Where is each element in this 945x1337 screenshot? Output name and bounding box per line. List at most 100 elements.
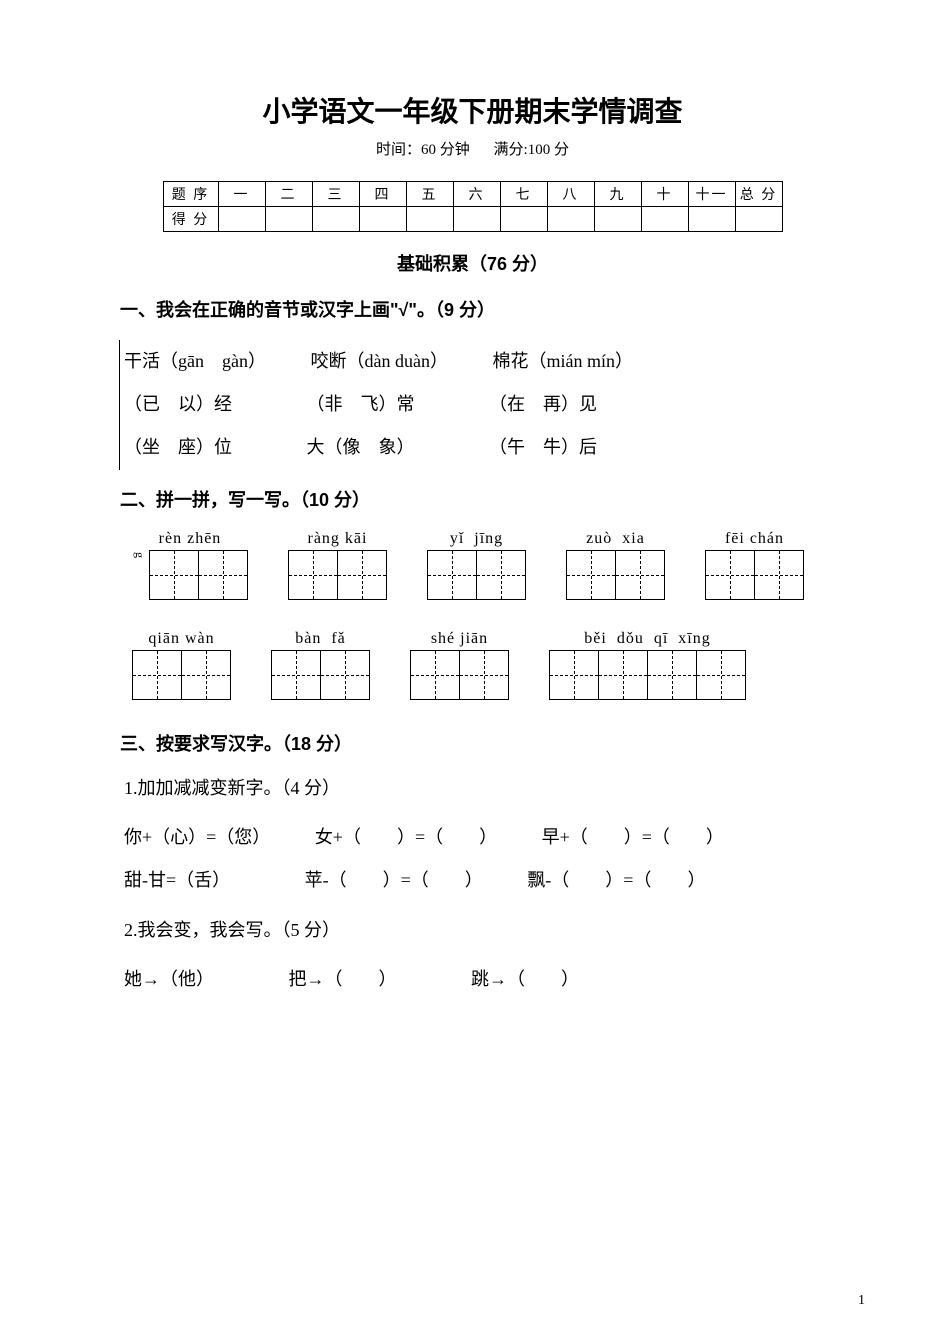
writing-cell: [427, 550, 477, 600]
q3-item: 苹-（ ）=（ ）: [305, 859, 483, 902]
col-header: 五: [406, 182, 453, 207]
q1-item: 干活（gān gàn）: [124, 340, 266, 383]
side-label: g: [132, 552, 147, 600]
writing-box-group: shé jiān: [410, 630, 509, 700]
q1-line: 干活（gān gàn） 咬断（dàn duàn） 棉花（mián mín）: [124, 340, 825, 383]
col-header: 二: [265, 182, 312, 207]
q3-s1-line: 甜-甘=（舌） 苹-（ ）=（ ） 飘-（ ）=（ ）: [124, 859, 825, 902]
q2-row2: qiān wàn bàn fǎ shé jiān běi dǒu qī xīng: [132, 630, 825, 700]
q1-item: （坐 座）位: [124, 426, 232, 469]
writing-cell: [132, 650, 182, 700]
q3-item: 飘-（ ）=（ ）: [527, 859, 705, 902]
subtitle: 时间：60 分钟 满分:100 分: [120, 138, 825, 159]
table-row: 得 分: [163, 207, 782, 232]
pinyin-label: fēi chán: [725, 530, 784, 548]
col-header: 四: [359, 182, 406, 207]
writing-cell: [566, 550, 616, 600]
writing-box-group: ràng kāi: [288, 530, 387, 600]
q3-s1-line: 你+（心）=（您） 女+（ ）=（ ） 早+（ ）=（ ）: [124, 816, 825, 859]
writing-cell: [181, 650, 231, 700]
writing-cell: [754, 550, 804, 600]
question-1-body: 干活（gān gàn） 咬断（dàn duàn） 棉花（mián mín） （已…: [119, 340, 825, 470]
page-title: 小学语文一年级下册期末学情调查: [120, 90, 825, 130]
q1-item: （午 牛）后: [489, 426, 597, 469]
writing-box-group: rèn zhēn g: [132, 530, 248, 600]
col-header: 三: [312, 182, 359, 207]
writing-cell: [149, 550, 199, 600]
question-1-title: 一、我会在正确的音节或汉字上画"√"。（9 分）: [120, 296, 825, 322]
writing-cell: [288, 550, 338, 600]
writing-cell: [271, 650, 321, 700]
q1-item: （已 以）经: [124, 383, 232, 426]
writing-cell: [476, 550, 526, 600]
writing-cell: [598, 650, 648, 700]
writing-box-group: qiān wàn: [132, 630, 231, 700]
pinyin-label: zuò xia: [586, 530, 645, 548]
pinyin-label: bàn fǎ: [295, 630, 346, 648]
q2-row1: rèn zhēn g ràng kāi yǐ jīng zuò xia fēi chán: [132, 530, 825, 600]
writing-cell: [647, 650, 697, 700]
score-cell: [406, 207, 453, 232]
q3-item: 把→（ ）: [289, 958, 397, 1001]
writing-box-group: běi dǒu qī xīng: [549, 630, 746, 700]
pinyin-label: yǐ jīng: [450, 530, 503, 548]
q1-line: （已 以）经 （非 飞）常 （在 再）见: [124, 383, 825, 426]
col-header: 总 分: [735, 182, 782, 207]
writing-box-group: zuò xia: [566, 530, 665, 600]
q3-item: 跳→（ ）: [471, 958, 579, 1001]
pinyin-label: ràng kāi: [308, 530, 368, 548]
q3-sub2-title: 2.我会变，我会写。（5 分）: [124, 916, 825, 942]
writing-box-group: fēi chán: [705, 530, 804, 600]
score-cell: [218, 207, 265, 232]
pinyin-label: rèn zhēn: [159, 530, 222, 548]
q3-item: 女+（ ）=（ ）: [315, 816, 497, 859]
col-header: 七: [500, 182, 547, 207]
score-table: 题 序 一 二 三 四 五 六 七 八 九 十 十一 总 分 得 分: [163, 181, 783, 232]
score-cell: [265, 207, 312, 232]
score-cell: [500, 207, 547, 232]
score-cell: [735, 207, 782, 232]
writing-cell: [410, 650, 460, 700]
writing-cell: [337, 550, 387, 600]
writing-cell: [459, 650, 509, 700]
q3-item: 早+（ ）=（ ）: [542, 816, 724, 859]
writing-cell: [696, 650, 746, 700]
score-cell: [453, 207, 500, 232]
writing-box-group: yǐ jīng: [427, 530, 526, 600]
col-header: 十一: [688, 182, 735, 207]
q3-item: 她→（他）: [124, 958, 214, 1001]
q3-item: 甜-甘=（舌）: [124, 859, 230, 902]
writing-cell: [320, 650, 370, 700]
q1-item: 大（像 象）: [307, 426, 415, 469]
score-cell: [688, 207, 735, 232]
col-header: 十: [641, 182, 688, 207]
writing-cell: [198, 550, 248, 600]
score-cell: [312, 207, 359, 232]
pinyin-label: shé jiān: [431, 630, 488, 648]
full-score: 满分:100 分: [494, 142, 569, 158]
q1-item: 棉花（mián mín）: [492, 340, 633, 383]
row-label: 得 分: [163, 207, 218, 232]
writing-cell: [549, 650, 599, 700]
table-row: 题 序 一 二 三 四 五 六 七 八 九 十 十一 总 分: [163, 182, 782, 207]
col-header: 九: [594, 182, 641, 207]
question-3-title: 三、按要求写汉字。（18 分）: [120, 730, 825, 756]
writing-box-group: bàn fǎ: [271, 630, 370, 700]
q1-item: （非 飞）常: [307, 383, 415, 426]
writing-cell: [705, 550, 755, 600]
score-cell: [641, 207, 688, 232]
time-limit: 时间：60 分钟: [376, 142, 470, 158]
q1-item: 咬断（dàn duàn）: [310, 340, 447, 383]
q3-item: 你+（心）=（您）: [124, 816, 270, 859]
question-2-title: 二、拼一拼，写一写。（10 分）: [120, 486, 825, 512]
pinyin-label: qiān wàn: [148, 630, 214, 648]
col-header: 六: [453, 182, 500, 207]
page-number: 1: [858, 1293, 865, 1309]
writing-cell: [615, 550, 665, 600]
score-cell: [594, 207, 641, 232]
section-heading: 基础积累（76 分）: [120, 250, 825, 276]
q1-line: （坐 座）位 大（像 象） （午 牛）后: [124, 426, 825, 469]
score-cell: [359, 207, 406, 232]
q1-item: （在 再）见: [489, 383, 597, 426]
col-header: 八: [547, 182, 594, 207]
